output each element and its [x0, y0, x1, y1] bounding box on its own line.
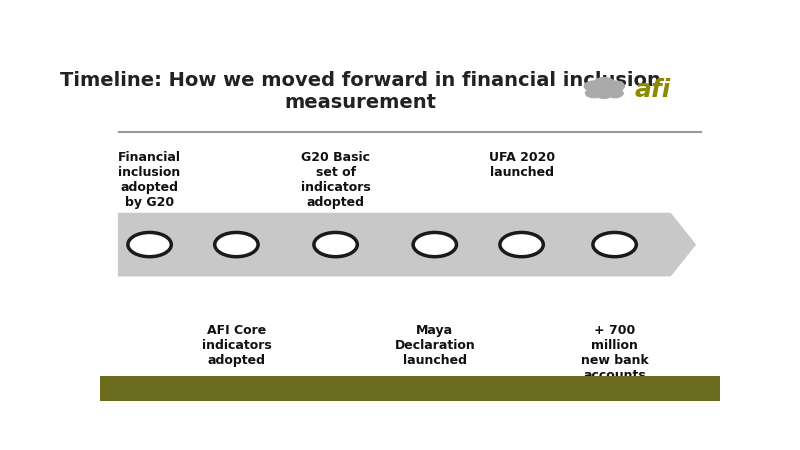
Bar [100, 376, 720, 400]
Circle shape [594, 89, 614, 99]
Text: Financial
inclusion
adopted
by G20: Financial inclusion adopted by G20 [118, 151, 181, 209]
Text: afi: afi [635, 78, 671, 103]
Circle shape [128, 233, 171, 256]
Circle shape [500, 233, 543, 256]
Text: G20 Basic
set of
indicators
adopted: G20 Basic set of indicators adopted [301, 151, 370, 209]
Text: AFI Core
indicators
adopted: AFI Core indicators adopted [202, 324, 271, 367]
Circle shape [594, 77, 614, 89]
Circle shape [585, 88, 603, 99]
Circle shape [606, 88, 624, 99]
Circle shape [214, 233, 258, 256]
Circle shape [413, 233, 457, 256]
Text: bringing smart policies to life: bringing smart policies to life [589, 384, 702, 393]
Text: Maya
Declaration
launched: Maya Declaration launched [394, 324, 475, 367]
Circle shape [604, 81, 625, 92]
Text: + 700
million
new bank
accounts: + 700 million new bank accounts [581, 324, 649, 382]
Text: UFA 2020
launched: UFA 2020 launched [489, 151, 554, 179]
Circle shape [314, 233, 358, 256]
Polygon shape [118, 213, 695, 276]
Circle shape [593, 233, 636, 256]
Text: Timeline: How we moved forward in financial inclusion
measurement: Timeline: How we moved forward in financ… [60, 71, 661, 112]
Circle shape [583, 81, 605, 92]
